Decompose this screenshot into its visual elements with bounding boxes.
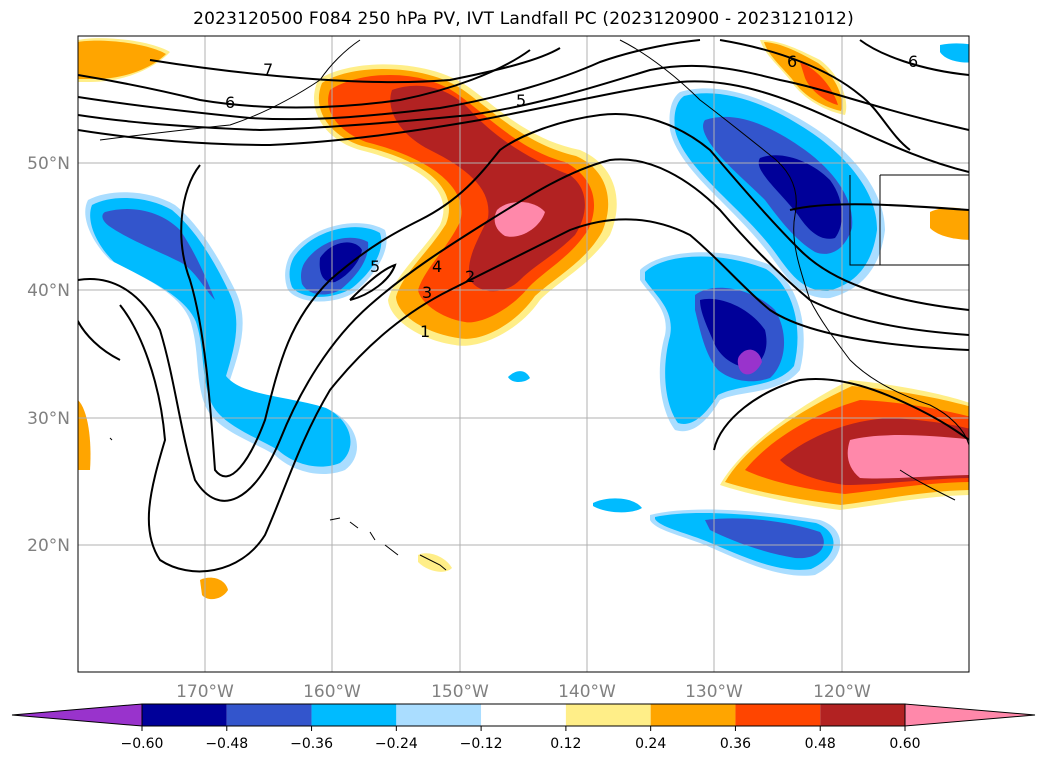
colorbar-tick-label: −0.12 [460,736,503,752]
map-title: 2023120500 F084 250 hPa PV, IVT Landfall… [193,9,854,29]
colorbar-tick-label: 0.36 [720,736,751,752]
contour-label: 6 [225,93,235,112]
contour-label: 6 [787,52,797,71]
longitude-labels: 170°W 160°W 150°W 140°W 130°W 120°W [176,682,871,702]
negative-anomaly-small [285,223,387,302]
negative-anomaly-southeast [640,252,804,432]
colorbar: −0.60 −0.48 −0.36 −0.24 −0.12 0.12 0.24 0.36 0.4… [11,703,1036,752]
lat-label: 50°N [27,154,70,174]
colorbar-segment [735,704,821,726]
lat-label: 40°N [27,281,70,301]
lon-label: 170°W [176,682,234,702]
contour-label: 5 [370,257,380,276]
latitude-labels: 50°N 40°N 30°N 20°N [27,154,70,556]
colorbar-tick-label: 0.24 [635,736,666,752]
colorbar-outline [141,703,906,727]
colorbar-segment [311,704,397,726]
map-frame [77,35,970,673]
colorbar-tick-label: −0.24 [375,736,418,752]
colorbar-extend-min [11,703,143,727]
contour-label: 2 [465,267,475,286]
lon-label: 160°W [303,682,361,702]
colorbar-segment [396,704,482,726]
colorbar-tick-label: −0.48 [205,736,248,752]
negative-anomaly-west [85,192,357,475]
lon-label: 120°W [813,682,871,702]
map-plot-area: 7 6 5 6 6 5 4 3 2 1 [78,36,969,672]
lon-label: 130°W [685,682,743,702]
contour-label: 3 [422,283,432,302]
colorbar-extend-max [904,703,1036,727]
colorbar-tick-label: 0.60 [889,736,920,752]
lat-label: 20°N [27,536,70,556]
colorbar-tick-label: 0.12 [550,736,581,752]
colorbar-segment [226,704,312,726]
contour-labels: 7 6 5 6 6 5 4 3 2 1 [225,52,918,341]
contour-label: 4 [432,257,442,276]
colorbar-segment [820,704,905,726]
colorbar-tick-label: 0.48 [805,736,836,752]
lon-label: 140°W [558,682,616,702]
contour-label: 5 [516,91,526,110]
contour-label: 6 [908,52,918,71]
positive-anomaly-edges [78,38,969,600]
contour-label: 7 [263,60,273,79]
lat-label: 30°N [27,409,70,429]
negative-anomaly-south [508,371,841,576]
colorbar-segment [481,704,566,726]
colorbar-segment [142,704,227,726]
colorbar-tick-label: −0.36 [290,736,333,752]
colorbar-segment [650,704,736,726]
contour-label: 1 [420,322,430,341]
pv-contours [78,39,969,573]
negative-anomaly-east [669,88,885,299]
colorbar-tick-label: −0.60 [121,736,164,752]
colorbar-segment [565,704,651,726]
lon-label: 150°W [431,682,489,702]
